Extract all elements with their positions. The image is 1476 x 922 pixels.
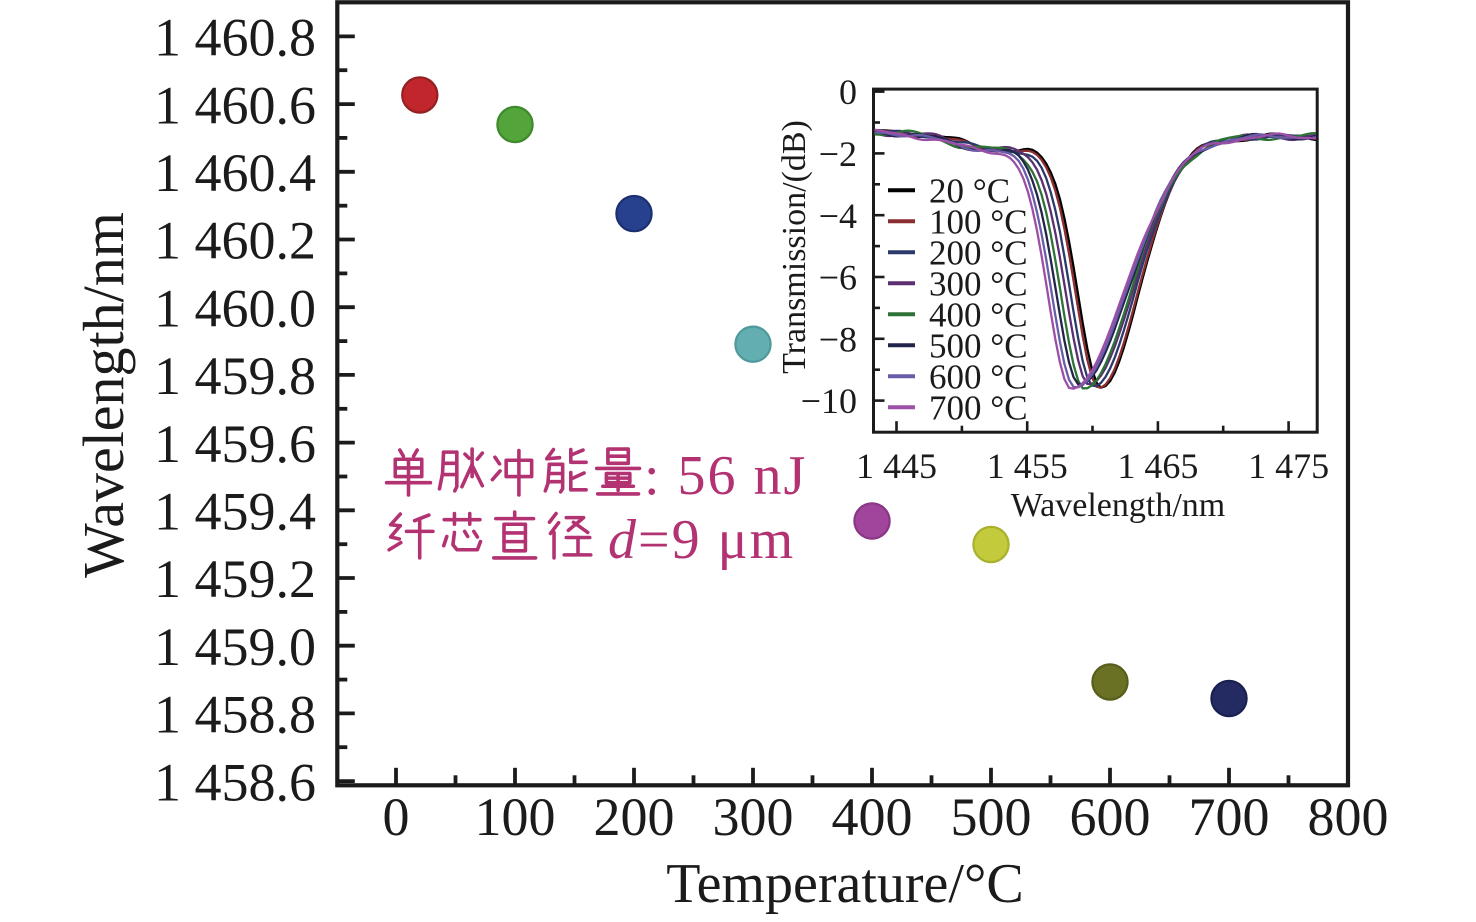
- svg-text:200: 200: [594, 787, 675, 847]
- svg-text:0: 0: [383, 787, 410, 847]
- svg-text:Temperature/°C: Temperature/°C: [666, 853, 1023, 915]
- svg-text:1 459.8: 1 459.8: [154, 346, 316, 406]
- svg-text:1 459.6: 1 459.6: [154, 414, 316, 474]
- svg-text:400 °C: 400 °C: [929, 296, 1028, 335]
- svg-text:d=9 μm: d=9 μm: [608, 509, 795, 571]
- svg-text:1 459.4: 1 459.4: [154, 481, 316, 541]
- svg-text:400: 400: [832, 787, 913, 847]
- svg-text:700 °C: 700 °C: [929, 389, 1028, 428]
- svg-text:500: 500: [951, 787, 1032, 847]
- svg-text:1 460.8: 1 460.8: [154, 8, 316, 68]
- svg-text:300: 300: [713, 787, 794, 847]
- svg-text:20 °C: 20 °C: [929, 172, 1010, 211]
- svg-text:1 455: 1 455: [987, 446, 1068, 486]
- svg-text:Wavelength/nm: Wavelength/nm: [1011, 487, 1225, 524]
- svg-text:1 475: 1 475: [1248, 446, 1329, 486]
- svg-text:1 460.6: 1 460.6: [154, 75, 316, 135]
- svg-text:100 °C: 100 °C: [929, 203, 1028, 242]
- svg-text:1 460.2: 1 460.2: [154, 211, 316, 271]
- svg-text:−10: −10: [801, 381, 857, 421]
- svg-text:1 460.0: 1 460.0: [154, 278, 316, 338]
- svg-text:300 °C: 300 °C: [929, 265, 1028, 304]
- svg-text:−8: −8: [819, 319, 857, 359]
- svg-text:−6: −6: [819, 258, 857, 298]
- svg-text:1 460.4: 1 460.4: [154, 143, 316, 203]
- svg-text:1 445: 1 445: [856, 446, 937, 486]
- svg-text:1 458.8: 1 458.8: [154, 685, 316, 745]
- svg-text:Transmission/(dB): Transmission/(dB): [776, 120, 813, 374]
- svg-text:−2: −2: [819, 134, 857, 174]
- svg-text:−4: −4: [819, 196, 857, 236]
- svg-text:200 °C: 200 °C: [929, 234, 1028, 273]
- svg-text:1 465: 1 465: [1117, 446, 1198, 486]
- svg-text:Wavelength/nm: Wavelength/nm: [71, 212, 136, 578]
- svg-text:0: 0: [839, 72, 857, 112]
- svg-text:800: 800: [1308, 787, 1389, 847]
- svg-text:1 459.2: 1 459.2: [154, 549, 316, 609]
- svg-text:600: 600: [1070, 787, 1151, 847]
- svg-text:1 459.0: 1 459.0: [154, 617, 316, 677]
- svg-text:100: 100: [475, 787, 556, 847]
- svg-text:: 56 nJ: : 56 nJ: [644, 445, 807, 507]
- svg-text:600 °C: 600 °C: [929, 358, 1028, 397]
- svg-text:700: 700: [1189, 787, 1270, 847]
- svg-text:500 °C: 500 °C: [929, 327, 1028, 366]
- svg-text:1 458.6: 1 458.6: [154, 752, 316, 812]
